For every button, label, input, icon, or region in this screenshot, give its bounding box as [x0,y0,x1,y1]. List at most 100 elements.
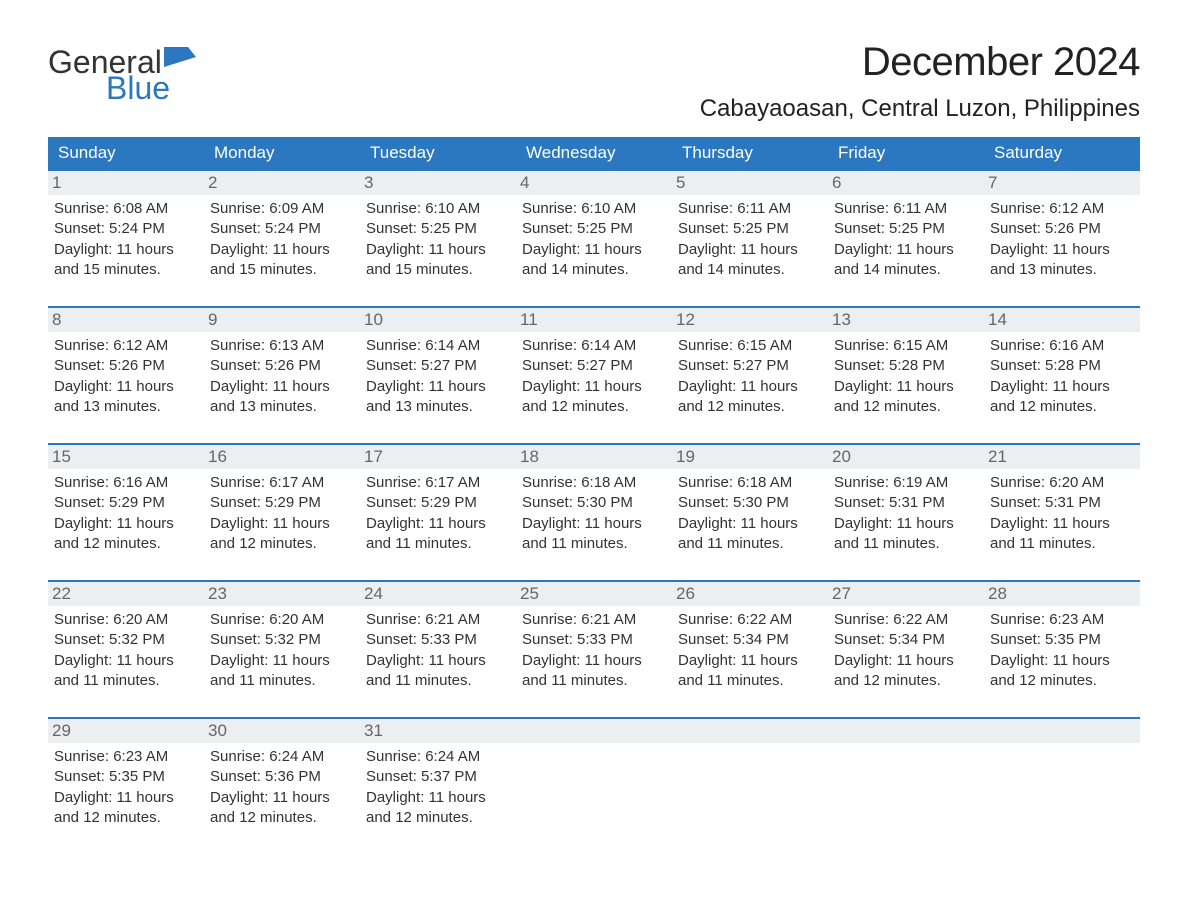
week-row: 15Sunrise: 6:16 AMSunset: 5:29 PMDayligh… [48,444,1140,581]
daylight-text-2: and 12 minutes. [366,808,510,828]
day-cell: 11Sunrise: 6:14 AMSunset: 5:27 PMDayligh… [516,307,672,444]
day-cell: 18Sunrise: 6:18 AMSunset: 5:30 PMDayligh… [516,444,672,581]
daylight-text-2: and 13 minutes. [210,397,354,417]
daylight-text-2: and 12 minutes. [834,397,978,417]
sunrise-text: Sunrise: 6:22 AM [834,610,978,630]
day-cell: 12Sunrise: 6:15 AMSunset: 5:27 PMDayligh… [672,307,828,444]
daylight-text-1: Daylight: 11 hours [366,514,510,534]
sunrise-text: Sunrise: 6:15 AM [834,336,978,356]
daylight-text-2: and 11 minutes. [366,534,510,554]
sunrise-text: Sunrise: 6:21 AM [522,610,666,630]
day-number: 5 [672,171,828,195]
sunset-text: Sunset: 5:26 PM [54,356,198,376]
daylight-text-1: Daylight: 11 hours [522,651,666,671]
week-row: 1Sunrise: 6:08 AMSunset: 5:24 PMDaylight… [48,170,1140,307]
day-number: 27 [828,582,984,606]
daylight-text-2: and 13 minutes. [366,397,510,417]
sunset-text: Sunset: 5:32 PM [54,630,198,650]
sunrise-text: Sunrise: 6:23 AM [54,747,198,767]
day-cell [828,718,984,854]
day-cell: 17Sunrise: 6:17 AMSunset: 5:29 PMDayligh… [360,444,516,581]
day-cell: 3Sunrise: 6:10 AMSunset: 5:25 PMDaylight… [360,170,516,307]
daylight-text-1: Daylight: 11 hours [54,788,198,808]
dow-header: Friday [828,137,984,170]
day-number: 16 [204,445,360,469]
month-title: December 2024 [700,40,1140,85]
day-number: 2 [204,171,360,195]
daylight-text-2: and 13 minutes. [990,260,1134,280]
sunrise-text: Sunrise: 6:18 AM [678,473,822,493]
sunrise-text: Sunrise: 6:21 AM [366,610,510,630]
day-number: 21 [984,445,1140,469]
sunrise-text: Sunrise: 6:24 AM [210,747,354,767]
daylight-text-2: and 12 minutes. [210,534,354,554]
sunset-text: Sunset: 5:25 PM [366,219,510,239]
day-cell: 31Sunrise: 6:24 AMSunset: 5:37 PMDayligh… [360,718,516,854]
daylight-text-2: and 12 minutes. [210,808,354,828]
daylight-text-1: Daylight: 11 hours [54,651,198,671]
header: General Blue December 2024 Cabayaoasan, … [48,40,1140,123]
dow-header: Thursday [672,137,828,170]
daylight-text-2: and 11 minutes. [522,671,666,691]
day-cell [984,718,1140,854]
sunrise-text: Sunrise: 6:17 AM [210,473,354,493]
sunset-text: Sunset: 5:32 PM [210,630,354,650]
sunset-text: Sunset: 5:29 PM [54,493,198,513]
daylight-text-2: and 15 minutes. [210,260,354,280]
day-number: 18 [516,445,672,469]
daylight-text-2: and 15 minutes. [54,260,198,280]
daylight-text-1: Daylight: 11 hours [834,651,978,671]
sunset-text: Sunset: 5:33 PM [522,630,666,650]
day-number: 4 [516,171,672,195]
sunset-text: Sunset: 5:29 PM [210,493,354,513]
daylight-text-2: and 12 minutes. [54,808,198,828]
daylight-text-2: and 12 minutes. [834,671,978,691]
day-cell: 1Sunrise: 6:08 AMSunset: 5:24 PMDaylight… [48,170,204,307]
brand-word-2: Blue [106,72,196,104]
sunrise-text: Sunrise: 6:20 AM [54,610,198,630]
calendar-table: Sunday Monday Tuesday Wednesday Thursday… [48,137,1140,854]
daylight-text-1: Daylight: 11 hours [834,514,978,534]
sunrise-text: Sunrise: 6:08 AM [54,199,198,219]
sunset-text: Sunset: 5:24 PM [54,219,198,239]
daylight-text-1: Daylight: 11 hours [990,240,1134,260]
sunrise-text: Sunrise: 6:10 AM [522,199,666,219]
day-of-week-row: Sunday Monday Tuesday Wednesday Thursday… [48,137,1140,170]
day-number: 19 [672,445,828,469]
daylight-text-2: and 11 minutes. [990,534,1134,554]
daylight-text-1: Daylight: 11 hours [678,651,822,671]
day-cell: 9Sunrise: 6:13 AMSunset: 5:26 PMDaylight… [204,307,360,444]
daylight-text-1: Daylight: 11 hours [522,377,666,397]
day-cell: 15Sunrise: 6:16 AMSunset: 5:29 PMDayligh… [48,444,204,581]
day-number: 25 [516,582,672,606]
sunset-text: Sunset: 5:34 PM [834,630,978,650]
daylight-text-1: Daylight: 11 hours [54,240,198,260]
sunset-text: Sunset: 5:28 PM [990,356,1134,376]
dow-header: Wednesday [516,137,672,170]
sunrise-text: Sunrise: 6:24 AM [366,747,510,767]
daylight-text-2: and 11 minutes. [366,671,510,691]
daylight-text-2: and 12 minutes. [54,534,198,554]
day-number: 24 [360,582,516,606]
sunset-text: Sunset: 5:36 PM [210,767,354,787]
day-number: 26 [672,582,828,606]
day-number: 28 [984,582,1140,606]
daylight-text-2: and 12 minutes. [678,397,822,417]
daylight-text-1: Daylight: 11 hours [210,788,354,808]
sunrise-text: Sunrise: 6:19 AM [834,473,978,493]
day-cell: 26Sunrise: 6:22 AMSunset: 5:34 PMDayligh… [672,581,828,718]
day-cell: 29Sunrise: 6:23 AMSunset: 5:35 PMDayligh… [48,718,204,854]
daylight-text-1: Daylight: 11 hours [678,240,822,260]
empty-day [828,719,984,743]
sunrise-text: Sunrise: 6:14 AM [366,336,510,356]
sunrise-text: Sunrise: 6:16 AM [990,336,1134,356]
day-cell: 7Sunrise: 6:12 AMSunset: 5:26 PMDaylight… [984,170,1140,307]
sunset-text: Sunset: 5:29 PM [366,493,510,513]
day-number: 17 [360,445,516,469]
daylight-text-2: and 14 minutes. [522,260,666,280]
daylight-text-1: Daylight: 11 hours [210,514,354,534]
sunrise-text: Sunrise: 6:20 AM [210,610,354,630]
day-cell: 23Sunrise: 6:20 AMSunset: 5:32 PMDayligh… [204,581,360,718]
sunrise-text: Sunrise: 6:14 AM [522,336,666,356]
sunset-text: Sunset: 5:30 PM [522,493,666,513]
